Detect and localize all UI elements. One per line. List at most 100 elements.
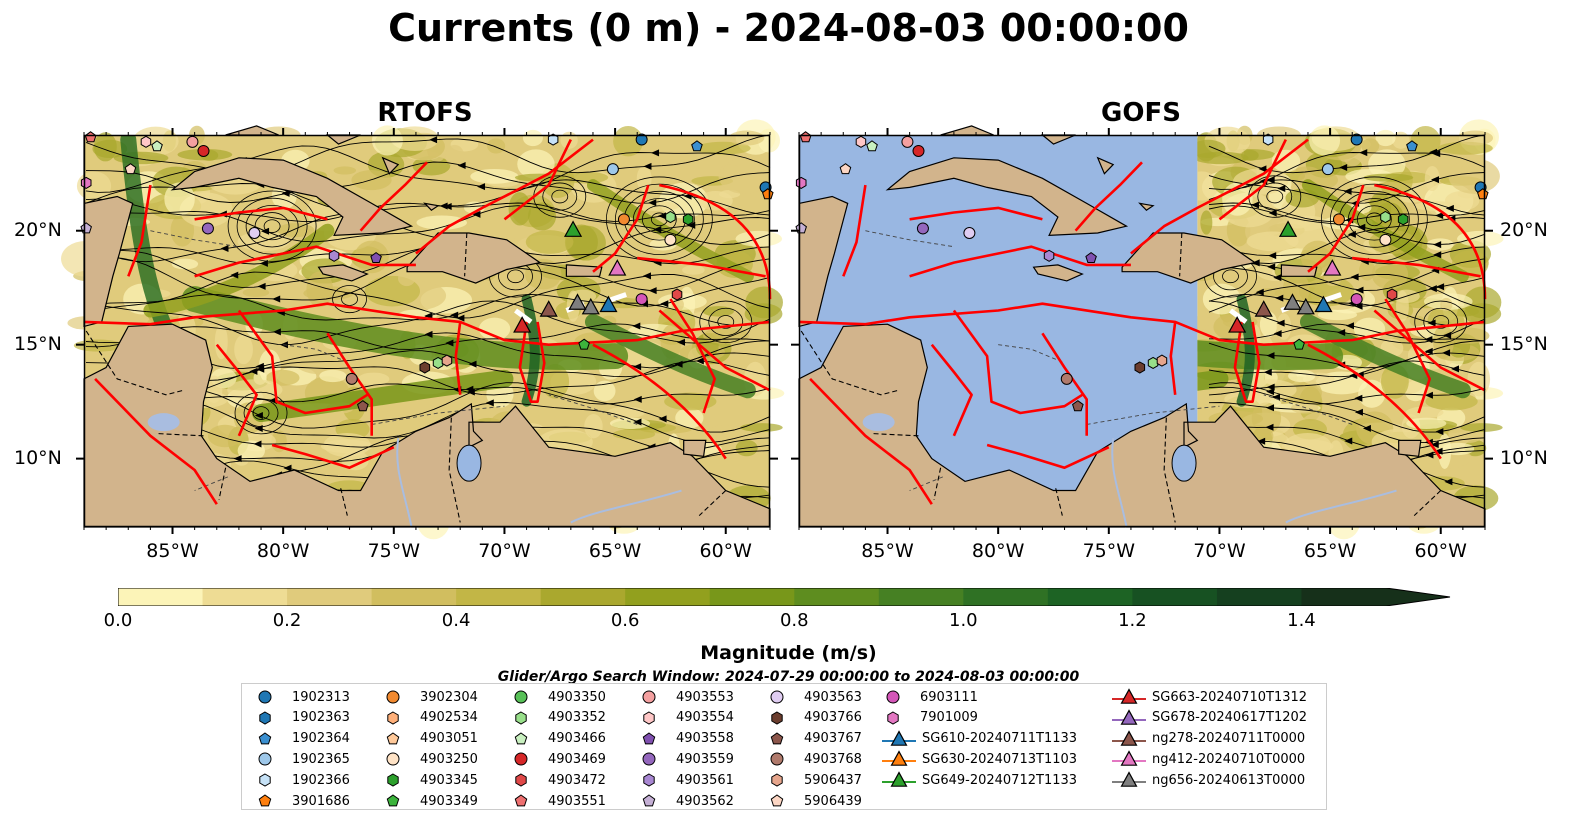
legend-label: 4903562 bbox=[676, 793, 734, 809]
legend-label: 1902365 bbox=[292, 751, 350, 767]
hexagon-marker-icon bbox=[259, 773, 271, 787]
legend-item: 4903345 bbox=[382, 770, 478, 790]
legend-item: SG663-20240710T1312 bbox=[1112, 687, 1307, 707]
float-marker-4903469 bbox=[197, 144, 210, 157]
pentagon-marker-icon bbox=[642, 794, 656, 807]
float-marker-4903466 bbox=[866, 140, 878, 152]
float-marker-4903559 bbox=[916, 222, 929, 235]
circle-marker-icon bbox=[770, 752, 784, 766]
legend-item: SG678-20240617T1202 bbox=[1112, 708, 1307, 728]
legend: 1902313 1902363 1902364 1902365 1902366 39016… bbox=[241, 683, 1327, 810]
legend-label: 3901686 bbox=[292, 793, 350, 809]
glider-marker-ng412-20240710T0000 bbox=[1323, 259, 1342, 276]
float-marker-4903558 bbox=[370, 251, 382, 263]
hexagon-marker-icon bbox=[515, 711, 527, 725]
hexagon-marker-icon bbox=[643, 711, 655, 725]
legend-item: ng412-20240710T0000 bbox=[1112, 749, 1305, 769]
float-marker-4903551 bbox=[84, 131, 97, 143]
legend-label: 6903111 bbox=[920, 689, 978, 705]
legend-label: 5906439 bbox=[804, 793, 862, 809]
legend-item: 4903554 bbox=[638, 708, 734, 728]
lon-label-rtofs: 80°W bbox=[256, 540, 310, 562]
hexagon-marker-icon bbox=[387, 711, 399, 725]
legend-item: 3901686 bbox=[254, 791, 350, 811]
glider-marker-ng656-20240613T0000 bbox=[1283, 293, 1302, 310]
triangle-marker-icon bbox=[882, 750, 916, 767]
legend-item: 1902365 bbox=[254, 749, 350, 769]
legend-label: 4903352 bbox=[548, 710, 606, 726]
legend-item: 4903551 bbox=[510, 791, 606, 811]
glider-marker-ng656-20240613T0000 bbox=[1296, 297, 1315, 315]
float-marker-4903352 bbox=[1147, 356, 1159, 369]
float-marker-1902365 bbox=[1321, 163, 1334, 176]
pentagon-marker-icon bbox=[770, 731, 784, 744]
circle-marker-icon bbox=[642, 752, 656, 766]
search-window-text: Glider/Argo Search Window: 2024-07-29 00… bbox=[497, 669, 1080, 685]
legend-item: 4903767 bbox=[766, 729, 862, 749]
float-marker-4903554 bbox=[140, 135, 152, 148]
legend-label: 4903250 bbox=[420, 751, 478, 767]
lat-label-left: 15°N bbox=[14, 332, 62, 355]
legend-label: 4903349 bbox=[420, 793, 478, 809]
float-marker-4903250 bbox=[664, 233, 677, 246]
glider-marker-ng412-20240710T0000 bbox=[608, 259, 627, 276]
float-marker-4903472 bbox=[671, 288, 683, 301]
glider-marker-SG663-20240710T1312 bbox=[1228, 316, 1247, 333]
float-marker-4903563 bbox=[963, 227, 976, 239]
legend-item: 5906439 bbox=[766, 791, 862, 811]
colorbar-tick-label: 1.4 bbox=[1287, 610, 1316, 631]
legend-label: 4903345 bbox=[420, 772, 478, 788]
float-marker-4903559 bbox=[201, 222, 214, 235]
float-marker-5906439 bbox=[839, 163, 852, 175]
float-marker-4903561 bbox=[1043, 249, 1055, 262]
triangle-marker-icon bbox=[882, 771, 916, 787]
float-marker-4903345 bbox=[1397, 213, 1409, 226]
float-marker-7901009 bbox=[795, 176, 807, 189]
glider-marker-SG610-20240711T1133 bbox=[1314, 295, 1333, 313]
lon-label-gofs: 70°W bbox=[1193, 540, 1246, 562]
lon-label-rtofs: 65°W bbox=[588, 540, 642, 562]
glider-marker-SG610-20240711T1133 bbox=[599, 295, 618, 313]
legend-label: 4903469 bbox=[548, 751, 606, 767]
legend-item: 4903051 bbox=[382, 729, 478, 749]
float-marker-6903111 bbox=[635, 293, 648, 306]
legend-item: 4903250 bbox=[382, 749, 478, 769]
legend-item: 3902304 bbox=[382, 687, 478, 707]
legend-item: 4903559 bbox=[638, 749, 734, 769]
legend-label: ng412-20240710T0000 bbox=[1152, 751, 1306, 767]
lat-label-right: 15°N bbox=[1500, 332, 1548, 355]
legend-label: ng656-20240613T0000 bbox=[1152, 772, 1306, 788]
legend-item: SG649-20240712T1133 bbox=[882, 770, 1077, 790]
legend-item: 6903111 bbox=[882, 687, 978, 707]
pentagon-marker-icon bbox=[258, 794, 272, 807]
triangle-marker-icon bbox=[882, 729, 916, 746]
legend-item: 4903562 bbox=[638, 791, 734, 811]
lon-label-rtofs: 85°W bbox=[146, 540, 199, 562]
legend-label: 4903051 bbox=[420, 731, 478, 747]
glider-marker-ng278-20240711T0000 bbox=[539, 300, 558, 317]
colorbar-tick-label: 0.0 bbox=[103, 610, 133, 631]
lon-label-gofs: 80°W bbox=[971, 540, 1025, 562]
float-marker-1902365 bbox=[606, 163, 619, 176]
legend-label: 4903561 bbox=[676, 772, 734, 788]
glider-marker-ng278-20240711T0000 bbox=[1254, 300, 1273, 317]
legend-item: 1902364 bbox=[254, 729, 350, 749]
glider-marker-SG663-20240710T1312 bbox=[513, 316, 532, 333]
pentagon-marker-icon bbox=[386, 731, 400, 744]
float-marker-6903111 bbox=[1350, 293, 1363, 306]
hexagon-marker-icon bbox=[643, 773, 655, 787]
float-marker-3902304 bbox=[617, 213, 630, 226]
glider-marker-ng656-20240613T0000 bbox=[568, 293, 587, 310]
float-marker-1902313 bbox=[1350, 133, 1363, 146]
float-marker-4903250 bbox=[1379, 233, 1392, 246]
legend-item: ng656-20240613T0000 bbox=[1112, 770, 1305, 790]
legend-label: SG663-20240710T1312 bbox=[1152, 689, 1308, 705]
legend-label: ng278-20240711T0000 bbox=[1152, 731, 1306, 747]
legend-label: 3902304 bbox=[420, 689, 478, 705]
hexagon-marker-icon bbox=[259, 711, 271, 725]
lat-label-right: 20°N bbox=[1500, 218, 1548, 241]
float-marker-4903553 bbox=[186, 135, 199, 148]
lon-label-gofs: 65°W bbox=[1303, 540, 1357, 562]
legend-label: 4903558 bbox=[676, 731, 734, 747]
triangle-marker-icon bbox=[1112, 729, 1146, 746]
